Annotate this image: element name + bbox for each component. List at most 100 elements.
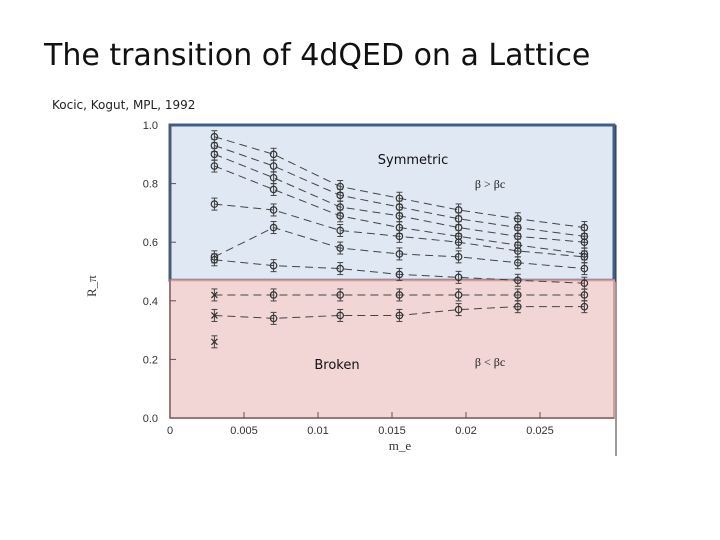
data-point bbox=[336, 308, 345, 322]
circle-marker bbox=[269, 162, 278, 170]
circle-marker bbox=[580, 279, 589, 288]
region-symmetric bbox=[168, 123, 616, 282]
circle-marker bbox=[454, 305, 463, 314]
data-point bbox=[210, 308, 218, 322]
data-point bbox=[454, 303, 463, 317]
x-tick-label: 0.015 bbox=[378, 425, 406, 437]
region-condition-symmetric: β > βc bbox=[475, 177, 505, 191]
circle-marker bbox=[513, 291, 522, 299]
cross-marker bbox=[210, 291, 218, 299]
data-point bbox=[210, 253, 219, 267]
data-point bbox=[269, 288, 278, 302]
circle-marker bbox=[580, 253, 589, 261]
circle-marker bbox=[580, 291, 589, 299]
circle-marker bbox=[336, 264, 345, 273]
circle-marker bbox=[269, 150, 278, 159]
circle-marker bbox=[269, 185, 278, 194]
circle-marker bbox=[454, 238, 463, 247]
circle-marker bbox=[580, 264, 589, 273]
data-point bbox=[513, 300, 522, 314]
circle-marker bbox=[336, 244, 345, 252]
circle-marker bbox=[513, 302, 522, 311]
y-axis-label: R_π bbox=[84, 275, 99, 297]
region-condition-broken: β < βc bbox=[475, 355, 505, 369]
data-point bbox=[336, 262, 345, 276]
circle-marker bbox=[269, 291, 278, 299]
circle-marker bbox=[513, 276, 522, 285]
data-point bbox=[210, 335, 218, 349]
data-point bbox=[454, 270, 463, 284]
y-tick-label: 1.0 bbox=[143, 120, 158, 132]
region-layer bbox=[168, 123, 616, 420]
data-point bbox=[454, 250, 463, 264]
data-point bbox=[269, 259, 278, 273]
circle-marker bbox=[336, 311, 345, 320]
circle-marker bbox=[395, 232, 404, 241]
data-point bbox=[336, 288, 345, 302]
data-point bbox=[580, 262, 589, 276]
data-point bbox=[454, 288, 463, 302]
circle-marker bbox=[580, 302, 589, 311]
y-tick-label: 0.4 bbox=[143, 296, 158, 308]
y-tick-label: 0.0 bbox=[143, 413, 158, 425]
circle-marker bbox=[269, 206, 278, 214]
circle-marker bbox=[336, 212, 345, 220]
data-point bbox=[336, 223, 345, 237]
y-tick-label: 0.6 bbox=[143, 237, 158, 249]
data-point bbox=[336, 209, 345, 223]
data-point bbox=[269, 203, 278, 217]
cross-marker bbox=[210, 338, 218, 346]
data-point bbox=[454, 235, 463, 249]
y-tick-label: 0.8 bbox=[143, 179, 158, 191]
data-point bbox=[395, 308, 404, 322]
data-point bbox=[395, 288, 404, 302]
series-points bbox=[210, 130, 589, 349]
axes: 0.0 0.2 0.4 0.6 0.8 1.0 0 0.005 0.01 0.015 0.02 0.0… bbox=[143, 120, 617, 456]
circle-marker bbox=[336, 226, 345, 235]
circle-marker bbox=[395, 250, 404, 258]
data-point bbox=[580, 300, 589, 314]
y-tick-label: 0.2 bbox=[143, 354, 158, 366]
data-point bbox=[395, 247, 404, 261]
circle-marker bbox=[513, 258, 522, 267]
x-tick-label: 0.01 bbox=[307, 425, 328, 437]
region-label-broken: Broken bbox=[314, 358, 359, 373]
circle-marker bbox=[269, 261, 278, 270]
circle-marker bbox=[210, 162, 219, 170]
citation: Kocic, Kogut, MPL, 1992 bbox=[52, 98, 196, 112]
circle-marker bbox=[513, 247, 522, 255]
data-point bbox=[395, 229, 404, 243]
circle-marker bbox=[454, 273, 463, 282]
data-point bbox=[269, 221, 278, 235]
data-point bbox=[210, 288, 218, 302]
data-point bbox=[336, 241, 345, 255]
region-label-symmetric: Symmetric bbox=[378, 153, 448, 168]
circle-marker bbox=[210, 255, 219, 264]
circle-marker bbox=[269, 314, 278, 323]
data-point bbox=[513, 256, 522, 270]
x-tick-label: 0.025 bbox=[526, 425, 554, 437]
circle-marker bbox=[269, 223, 278, 232]
slide-title: The transition of 4dQED on a Lattice bbox=[44, 38, 591, 73]
circle-marker bbox=[269, 173, 278, 182]
data-point bbox=[269, 311, 278, 325]
circle-marker bbox=[210, 200, 219, 208]
chart-labels: m_e R_π Symmetric β > βc Broken β < βc bbox=[84, 153, 505, 453]
data-point bbox=[210, 197, 219, 211]
circle-marker bbox=[454, 291, 463, 299]
circle-marker bbox=[336, 291, 345, 299]
data-point bbox=[210, 159, 219, 173]
data-point bbox=[269, 182, 278, 196]
x-tick-label: 0.005 bbox=[230, 425, 258, 437]
data-point bbox=[513, 273, 522, 287]
cross-marker bbox=[210, 311, 218, 319]
x-tick-label: 0 bbox=[167, 425, 173, 437]
region-broken bbox=[169, 279, 615, 420]
circle-marker bbox=[210, 150, 219, 159]
circle-marker bbox=[395, 212, 404, 220]
x-tick-label: 0.02 bbox=[455, 425, 476, 437]
circle-marker bbox=[395, 311, 404, 320]
data-point bbox=[395, 267, 404, 281]
x-axis-label: m_e bbox=[389, 438, 412, 453]
